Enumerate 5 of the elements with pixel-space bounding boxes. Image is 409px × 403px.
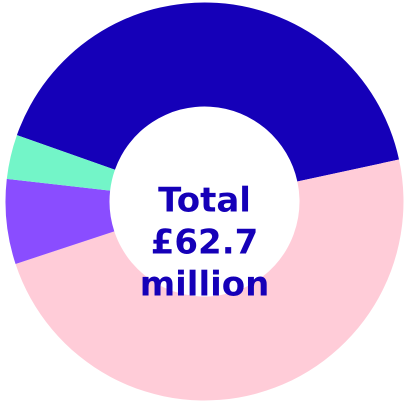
donut-slice [6,178,114,264]
donut-slice [16,2,400,182]
donut-slice [6,135,115,191]
text: Total £62.7 million [140,180,270,304]
donut-slice [16,160,404,400]
